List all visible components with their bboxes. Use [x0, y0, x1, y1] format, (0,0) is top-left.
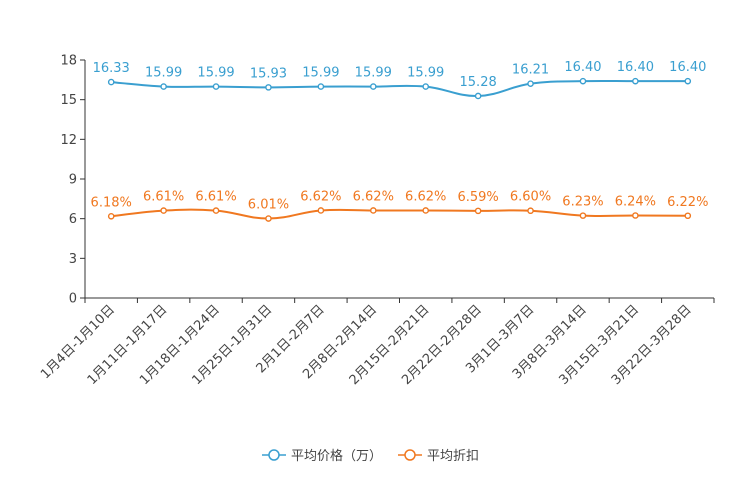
data-point[interactable] [160, 207, 167, 214]
data-label: 6.24% [615, 194, 656, 209]
data-label: 6.62% [353, 189, 394, 204]
data-label: 16.40 [564, 60, 601, 75]
data-point[interactable] [684, 77, 692, 85]
data-label: 6.62% [300, 189, 341, 204]
legend-item-1[interactable]: 平均折扣 [398, 449, 479, 464]
data-label: 6.62% [405, 189, 446, 204]
data-label: 15.93 [250, 66, 287, 81]
y-tick-label: 12 [60, 133, 77, 148]
data-point[interactable] [632, 77, 639, 85]
y-tick-label: 0 [69, 292, 77, 307]
data-label: 6.60% [510, 190, 551, 205]
data-point[interactable] [369, 83, 377, 90]
chart-axes: 03691215181月4日-1月10日1月11日-1月17日1月18日-1月2… [38, 54, 715, 388]
data-point[interactable] [632, 212, 639, 219]
data-point[interactable] [527, 207, 534, 215]
data-point[interactable] [212, 83, 220, 90]
data-point[interactable] [527, 80, 534, 87]
data-label: 16.33 [93, 61, 130, 76]
data-point[interactable] [684, 212, 692, 220]
data-label: 15.28 [460, 75, 497, 90]
data-label: 16.21 [512, 63, 549, 78]
legend-marker-icon [268, 449, 280, 461]
data-label: 6.22% [667, 195, 708, 210]
data-point[interactable] [160, 83, 167, 90]
data-label: 16.40 [669, 60, 706, 75]
data-label: 15.99 [145, 66, 182, 81]
data-point[interactable] [474, 207, 482, 215]
series-line-0 [111, 79, 688, 97]
series-layer: 16.33 15.99 15.99 15.93 15.99 15.99 15.99 15.28… [91, 60, 708, 222]
y-tick-label: 9 [69, 173, 77, 188]
data-point[interactable] [265, 84, 272, 91]
data-label: 15.99 [407, 66, 444, 81]
series-line-1 [111, 208, 688, 220]
data-label: 6.23% [562, 195, 603, 210]
data-label: 6.01% [248, 198, 289, 213]
data-label: 6.18% [91, 195, 132, 210]
data-label: 16.40 [617, 60, 654, 75]
y-tick-label: 15 [60, 93, 77, 108]
legend-marker-icon [404, 449, 416, 461]
data-point[interactable] [212, 207, 220, 214]
data-label: 6.61% [195, 190, 236, 205]
data-label: 15.99 [355, 66, 392, 81]
data-point[interactable] [107, 78, 115, 86]
data-label: 15.99 [302, 66, 339, 81]
legend-label: 平均价格（万） [291, 448, 382, 464]
data-point[interactable] [369, 207, 377, 214]
data-point[interactable] [317, 207, 325, 214]
y-tick-label: 18 [60, 54, 77, 69]
data-point[interactable] [474, 92, 482, 100]
data-label: 15.99 [197, 66, 234, 81]
data-point[interactable] [422, 83, 430, 90]
series-1: 6.18% 6.61% 6.61% 6.01% 6.62% 6.62% 6.62% 6.59%… [91, 189, 708, 222]
chart-legend[interactable]: 平均价格（万） 平均折扣 [262, 448, 479, 464]
y-tick-label: 3 [69, 252, 77, 267]
data-point[interactable] [107, 212, 115, 220]
data-label: 6.59% [457, 190, 498, 205]
y-tick-label: 6 [69, 212, 77, 227]
data-label: 6.61% [143, 190, 184, 205]
legend-label: 平均折扣 [427, 449, 479, 464]
legend-item-0[interactable]: 平均价格（万） [262, 448, 382, 464]
data-point[interactable] [422, 207, 430, 214]
data-point[interactable] [317, 83, 325, 90]
series-0: 16.33 15.99 15.99 15.93 15.99 15.99 15.99 15.28… [93, 60, 706, 100]
data-point[interactable] [579, 77, 587, 85]
data-point[interactable] [265, 215, 272, 222]
data-point[interactable] [579, 212, 587, 219]
